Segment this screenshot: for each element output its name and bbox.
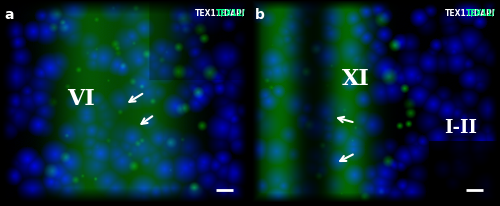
Text: VI: VI: [67, 88, 94, 110]
Text: b: b: [254, 8, 264, 22]
Text: TEX11/: TEX11/: [466, 8, 496, 17]
Text: I-II: I-II: [444, 118, 478, 136]
Text: TEX11/: TEX11/: [216, 8, 246, 17]
Text: TEX11/DAPI: TEX11/DAPI: [445, 8, 496, 17]
Text: a: a: [4, 8, 14, 22]
Text: TEX11/DAPI: TEX11/DAPI: [195, 8, 246, 17]
Text: XI: XI: [342, 68, 369, 90]
